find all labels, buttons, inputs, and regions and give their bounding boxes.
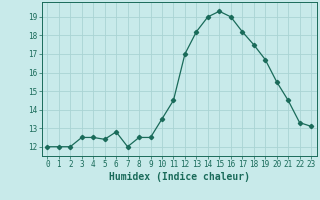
X-axis label: Humidex (Indice chaleur): Humidex (Indice chaleur) (109, 172, 250, 182)
